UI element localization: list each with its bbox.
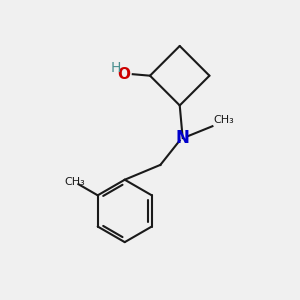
Text: N: N <box>176 129 190 147</box>
Text: CH₃: CH₃ <box>64 177 85 187</box>
Text: CH₃: CH₃ <box>213 115 234 125</box>
Text: O: O <box>118 67 131 82</box>
Text: H: H <box>111 61 121 75</box>
